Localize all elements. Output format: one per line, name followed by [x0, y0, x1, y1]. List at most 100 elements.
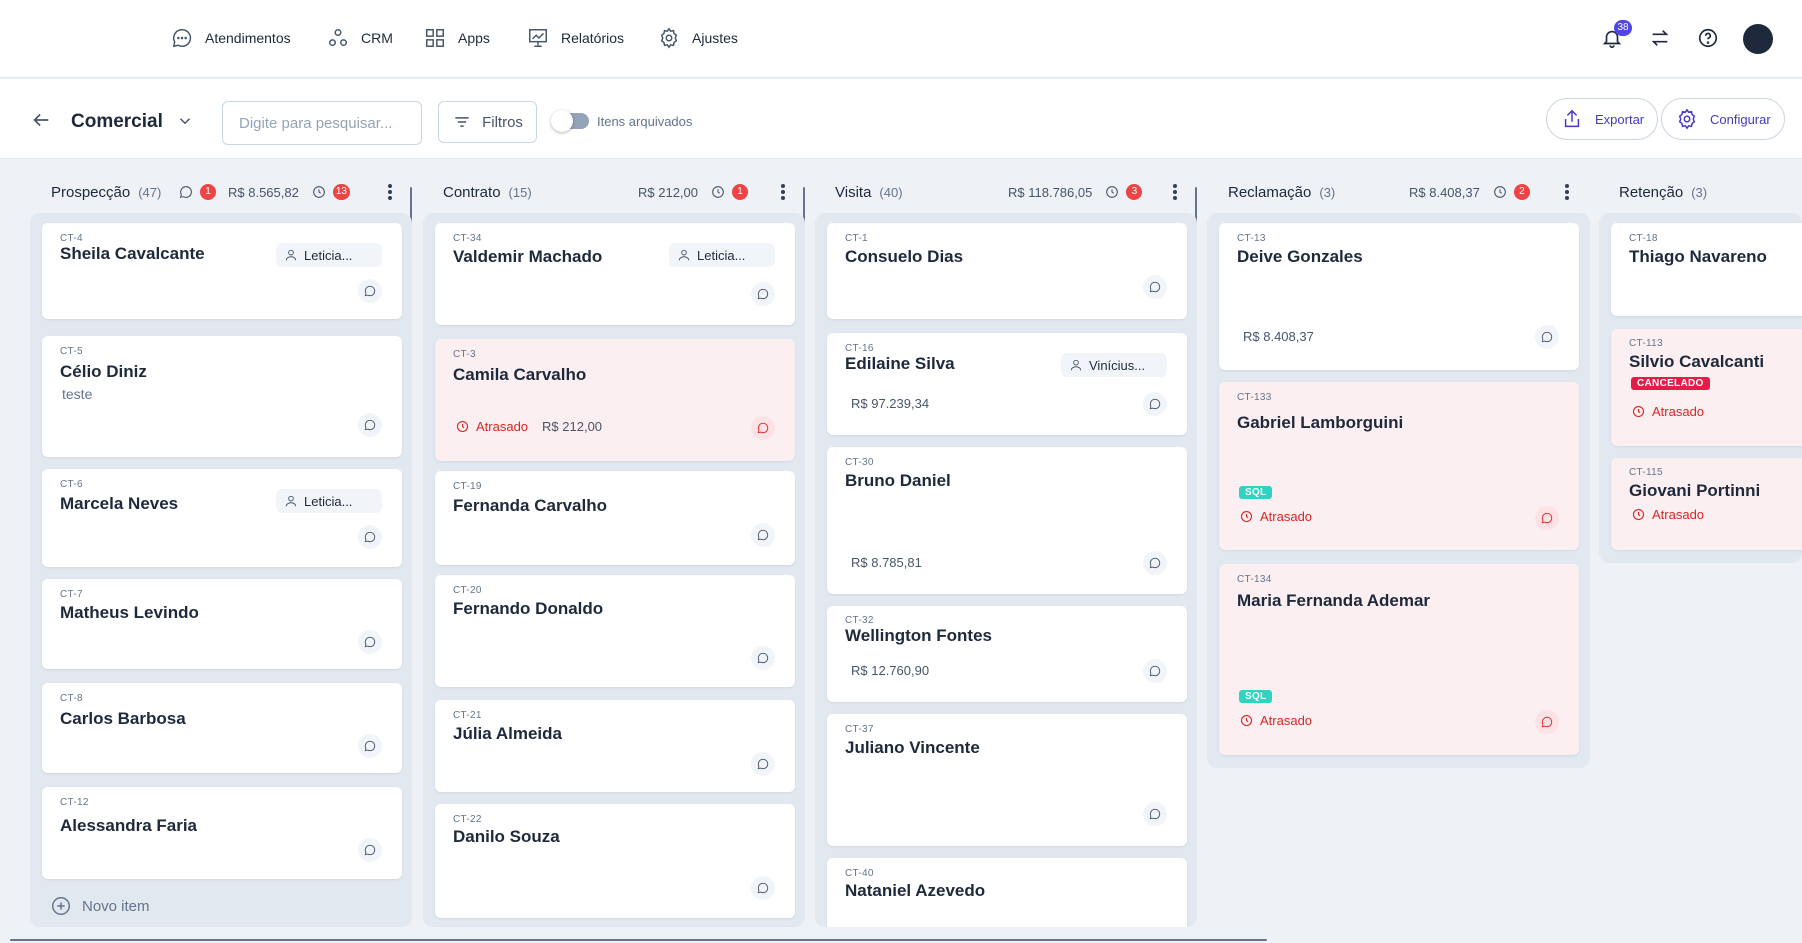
card[interactable]: CT-37 Juliano Vincente [827, 714, 1187, 846]
export-button[interactable]: Exportar [1546, 98, 1659, 140]
late-status: Atrasado [1239, 713, 1312, 728]
nav-apps[interactable]: Apps [424, 26, 490, 50]
clock-icon [1240, 714, 1253, 727]
gear-icon [1678, 108, 1696, 130]
column-stats: R$ 118.786,05 3 [1008, 182, 1143, 202]
card[interactable]: CT-30 Bruno Daniel R$ 8.785,81 [827, 447, 1187, 594]
card-name: Bruno Daniel [845, 471, 951, 490]
help-button[interactable] [1694, 24, 1722, 52]
column-body: CT-34 Valdemir Machado Leticia... CT-3 C… [423, 213, 805, 927]
user-avatar[interactable] [1743, 24, 1773, 54]
card-id: CT-32 [845, 615, 874, 626]
card-chat-icon[interactable] [1535, 710, 1559, 734]
card-chat-icon[interactable] [751, 752, 775, 776]
column-total: R$ 212,00 [638, 184, 698, 200]
card-late[interactable]: CT-133 Gabriel Lamborguini SQL Atrasado [1219, 382, 1579, 550]
card[interactable]: CT-1 Consuelo Dias [827, 223, 1187, 319]
card-late[interactable]: CT-3 Camila Carvalho Atrasado R$ 212,00 [435, 339, 795, 461]
column-menu-button[interactable] [778, 183, 788, 201]
canceled-tag: CANCELADO [1631, 377, 1710, 390]
card-id: CT-134 [1237, 574, 1272, 585]
column-stats: R$ 8.408,37 2 [1409, 182, 1530, 202]
card-name: Marcela Neves [60, 494, 179, 513]
card-chat-icon[interactable] [1143, 275, 1167, 299]
filter-lines-icon [455, 117, 469, 127]
card-chat-icon[interactable] [751, 282, 775, 306]
column-menu-button[interactable] [1562, 183, 1572, 201]
report-chart-icon [529, 29, 547, 47]
card-chat-icon[interactable] [358, 734, 382, 758]
card-chat-icon[interactable] [358, 279, 382, 303]
card-late[interactable]: CT-115 Giovani Portinni Atrasado [1611, 458, 1802, 550]
card-name: Fernando Donaldo [453, 599, 604, 618]
card-chat-icon[interactable] [1143, 392, 1167, 416]
card-late[interactable]: CT-134 Maria Fernanda Ademar SQL Atrasad… [1219, 564, 1579, 755]
column-count: (47) [138, 184, 162, 200]
card-chat-icon[interactable] [358, 525, 382, 549]
column-title: Retenção [1619, 183, 1684, 201]
column-total: R$ 118.786,05 [1008, 184, 1093, 200]
card-id: CT-22 [453, 814, 482, 825]
card[interactable]: CT-16 Edilaine Silva Vinícius... R$ 97.2… [827, 333, 1187, 435]
card[interactable]: CT-8 Carlos Barbosa [42, 683, 402, 773]
card-assignee[interactable]: Leticia... [276, 243, 382, 267]
card[interactable]: CT-4 Sheila Cavalcante Leticia... [42, 223, 402, 319]
card-chat-icon[interactable] [1143, 802, 1167, 826]
card-value: R$ 8.408,37 [1243, 329, 1314, 344]
nav-relatorios[interactable]: Relatórios [527, 26, 624, 50]
card[interactable]: CT-7 Matheus Levindo [42, 579, 402, 669]
card-late[interactable]: CT-113 Silvio Cavalcanti CANCELADO Atras… [1611, 329, 1802, 446]
notifications-button[interactable]: 38 [1598, 20, 1632, 52]
card[interactable]: CT-34 Valdemir Machado Leticia... [435, 223, 795, 325]
card-chat-icon[interactable] [751, 876, 775, 900]
card[interactable]: CT-40 Nataniel Azevedo [827, 858, 1187, 927]
column-menu-button[interactable] [1170, 183, 1180, 201]
board-selector-button[interactable] [176, 112, 194, 130]
card-id: CT-8 [60, 693, 83, 704]
chat-icon [172, 29, 192, 48]
nav-crm[interactable]: CRM [327, 26, 393, 50]
archived-items-toggle[interactable] [551, 110, 589, 132]
card-chat-icon[interactable] [1535, 506, 1559, 530]
nav-ajustes[interactable]: Ajustes [658, 26, 738, 50]
card-chat-icon[interactable] [751, 416, 775, 440]
nav-atendimentos[interactable]: Atendimentos [171, 26, 291, 50]
card[interactable]: CT-5 Célio Diniz teste [42, 336, 402, 457]
search-input[interactable] [222, 101, 422, 145]
horizontal-scrollbar[interactable] [10, 939, 1267, 941]
card[interactable]: CT-22 Danilo Souza [435, 804, 795, 918]
card-chat-icon[interactable] [358, 838, 382, 862]
card-assignee[interactable]: Leticia... [276, 489, 382, 513]
card[interactable]: CT-19 Fernanda Carvalho [435, 471, 795, 565]
new-item-button[interactable]: Novo item [50, 895, 150, 917]
card[interactable]: CT-21 Júlia Almeida [435, 700, 795, 792]
card-chat-icon[interactable] [1143, 659, 1167, 683]
nav-atendimentos-label: Atendimentos [205, 30, 291, 46]
card[interactable]: CT-20 Fernando Donaldo [435, 575, 795, 687]
filters-button[interactable]: Filtros [438, 101, 537, 143]
configure-button[interactable]: Configurar [1661, 98, 1785, 140]
late-status: Atrasado [1239, 509, 1312, 524]
switch-button[interactable] [1646, 24, 1674, 52]
card-chat-icon[interactable] [358, 413, 382, 437]
card[interactable]: CT-6 Marcela Neves Leticia... [42, 469, 402, 567]
column-title: Visita [835, 183, 872, 201]
card-assignee[interactable]: Leticia... [669, 243, 775, 267]
chat-count-badge: 1 [200, 184, 216, 200]
card-chat-icon[interactable] [751, 646, 775, 670]
card[interactable]: CT-13 Deive Gonzales R$ 8.408,37 [1219, 223, 1579, 370]
card-chat-icon[interactable] [1535, 325, 1559, 349]
card-name: Camila Carvalho [453, 365, 587, 384]
card[interactable]: CT-12 Alessandra Faria [42, 787, 402, 879]
card-id: CT-7 [60, 589, 83, 600]
card-chat-icon[interactable] [751, 523, 775, 547]
column-menu-button[interactable] [385, 183, 395, 201]
card-chat-icon[interactable] [358, 630, 382, 654]
card-name: Célio Diniz [60, 362, 147, 381]
card[interactable]: CT-18 Thiago Navareno [1611, 223, 1802, 316]
card-assignee[interactable]: Vinícius... [1061, 353, 1167, 377]
sql-tag: SQL [1239, 690, 1273, 703]
card-chat-icon[interactable] [1143, 551, 1167, 575]
back-button[interactable] [30, 109, 56, 131]
card[interactable]: CT-32 Wellington Fontes R$ 12.760,90 [827, 606, 1187, 702]
